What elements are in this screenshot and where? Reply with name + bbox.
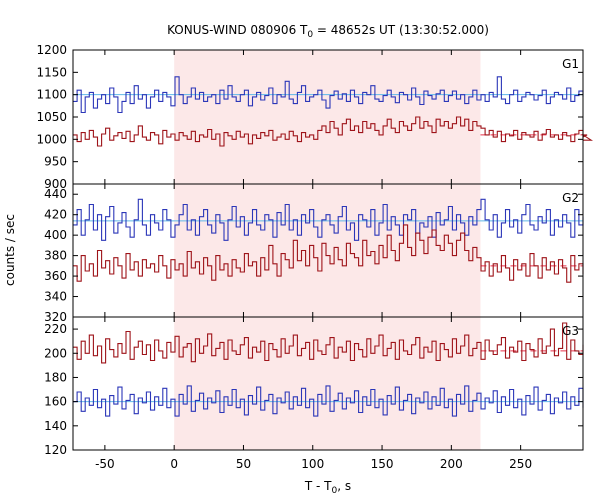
y-tick-label: 1050 [36,110,67,124]
x-tick-label: 50 [236,457,251,471]
y-tick-label: 1200 [36,43,67,57]
panel-label: G2 [562,191,579,205]
count-rate-series [73,76,584,114]
panel-label: G3 [562,324,579,338]
x-tick-label: 0 [170,457,178,471]
y-tick-label: 120 [44,443,67,457]
chart-title-prefix: KONUS-WIND 080906 T [167,23,308,37]
x-tick-label: 150 [371,457,394,471]
chart-title-subscript: 0 [307,30,313,40]
y-tick-label: 440 [44,187,67,201]
y-tick-label: 1000 [36,132,67,146]
y-tick-label: 220 [44,322,67,336]
y-axis-label: counts / sec [3,214,17,286]
x-axis-label-suffix: , s [337,479,351,493]
y-tick-label: 420 [44,208,67,222]
y-tick-label: 340 [44,290,67,304]
y-tick-label: 380 [44,249,67,263]
y-tick-label: 140 [44,419,67,433]
y-tick-label: 950 [44,155,67,169]
x-tick-label: -50 [95,457,115,471]
count-rate-series [73,116,594,147]
y-tick-label: 1150 [36,65,67,79]
count-rate-series [73,322,584,364]
shaded-interval [174,50,481,450]
y-tick-label: 900 [44,177,67,191]
x-tick-label: 100 [301,457,324,471]
panel-frame [72,316,584,451]
y-tick-label: 360 [44,269,67,283]
panel-label: G1 [562,57,579,71]
y-tick-label: 1100 [36,88,67,102]
x-axis-label-prefix: T - T [304,479,332,493]
chart-panels: 90095010001050110011501200G1320340360380… [36,43,594,471]
x-tick-label: 200 [440,457,463,471]
y-tick-label: 320 [44,310,67,324]
y-tick-label: 400 [44,228,67,242]
chart-title: KONUS-WIND 080906 T0 = 48652s UT (13:30:… [167,23,489,40]
x-tick-label: 250 [509,457,532,471]
y-tick-label: 180 [44,370,67,384]
y-tick-label: 160 [44,395,67,409]
y-tick-label: 200 [44,346,67,360]
x-axis-label: T - T0, s [304,479,351,496]
count-rate-series [73,385,584,417]
count-rate-series [73,198,584,241]
chart-title-suffix: = 48652s UT (13:30:52.000) [313,23,489,37]
x-axis-label-subscript: 0 [332,486,338,496]
count-rate-series [73,224,584,283]
